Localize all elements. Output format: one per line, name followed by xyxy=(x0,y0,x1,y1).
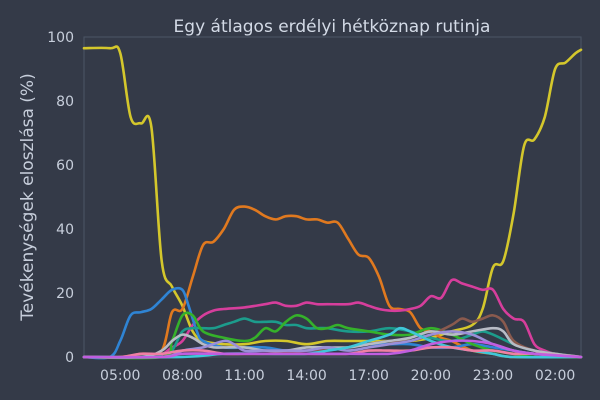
series-line-6 xyxy=(82,311,583,360)
x-tick-label: 17:00 xyxy=(349,368,389,384)
x-tick-label: 23:00 xyxy=(473,368,513,384)
y-axis-label: Tevékenységek eloszlása (%) xyxy=(18,73,38,321)
y-tick-label: 40 xyxy=(56,222,74,238)
x-tick-label: 08:00 xyxy=(162,368,202,384)
x-tick-label: 14:00 xyxy=(286,368,326,384)
series-line-4 xyxy=(82,286,583,360)
series-line-3 xyxy=(82,278,583,360)
x-tick-label: 11:00 xyxy=(224,368,264,384)
y-tick-label: 0 xyxy=(65,350,74,366)
chart-title: Egy átlagos erdélyi hétköznap rutinja xyxy=(174,17,491,37)
x-tick-label: 02:00 xyxy=(535,368,575,384)
x-tick-label: 05:00 xyxy=(100,368,140,384)
series-group xyxy=(82,45,583,360)
y-tick-label: 60 xyxy=(56,158,74,174)
x-tick-label: 20:00 xyxy=(411,368,451,384)
x-axis: 05:00 08:00 11:00 14:00 17:00 20:00 23:00 02:00 xyxy=(100,368,575,384)
plot-area xyxy=(83,36,582,358)
y-tick-label: 80 xyxy=(56,94,74,110)
y-tick-label: 20 xyxy=(56,286,74,302)
series-line-12 xyxy=(82,339,583,359)
y-axis: 0 20 40 60 80 100 xyxy=(47,30,74,366)
series-line-1 xyxy=(82,45,583,346)
y-tick-label: 100 xyxy=(47,30,74,46)
